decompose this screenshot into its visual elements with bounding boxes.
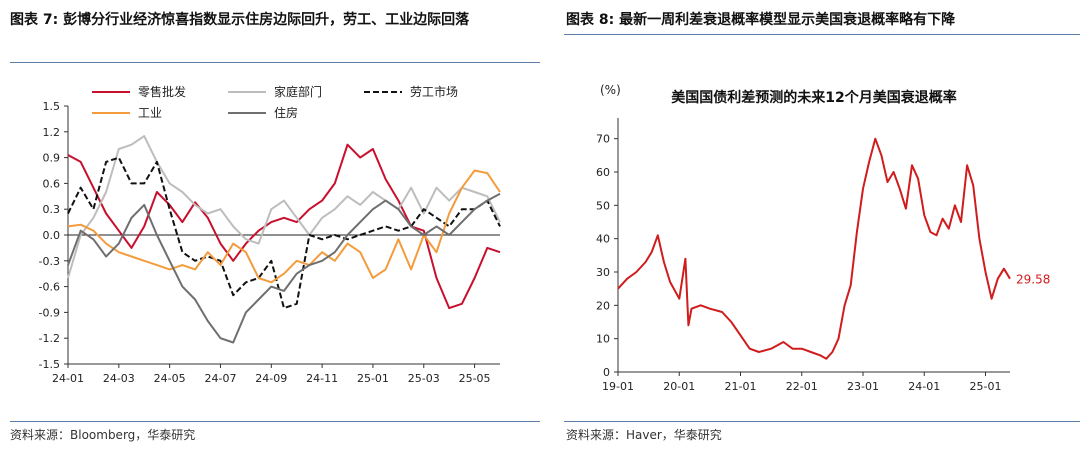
right-x-tick-label: 20-01 <box>663 380 695 393</box>
right-source: 资料来源：Haver，华泰研究 <box>566 428 722 442</box>
right-chart: (%) 美国国债利差预测的未来12个月美国衰退概率 0 10 20 30 40 50 60 70 1… <box>596 83 1050 393</box>
right-y-tick-label: 30 <box>596 266 610 279</box>
left-legend-label: 零售批发 <box>138 84 186 99</box>
left-source: 资料来源：Bloomberg，华泰研究 <box>10 428 196 442</box>
left-x-tick-label: 24-03 <box>103 372 135 385</box>
right-last-value-label: 29.58 <box>1016 273 1050 287</box>
left-x-tick-label: 24-07 <box>204 372 236 385</box>
right-x-tick-label: 19-01 <box>602 380 634 393</box>
left-source-rule <box>10 421 540 422</box>
right-y-tick-label: 60 <box>596 166 610 179</box>
left-y-tick-label: 0.3 <box>43 203 61 216</box>
left-x-tick-label: 24-05 <box>154 372 186 385</box>
left-title-rule <box>10 62 540 63</box>
left-y-tick-label: 0.6 <box>43 177 61 190</box>
right-x-tick-label: 22-01 <box>786 380 818 393</box>
right-y-tick-label: 10 <box>596 333 610 346</box>
right-series-line <box>617 137 1011 360</box>
left-legend-label: 工业 <box>138 106 162 120</box>
left-y-tick-label: 1.5 <box>43 100 61 113</box>
left-legend-label: 劳工市场 <box>410 84 458 99</box>
left-y-tick-label: 0.9 <box>43 152 61 165</box>
right-chart-title: 美国国债利差预测的未来12个月美国衰退概率 <box>671 89 956 106</box>
left-x-tick-label: 24-01 <box>52 372 84 385</box>
right-y-tick-label: 0 <box>603 366 610 379</box>
left-y-tick-label: -0.9 <box>39 306 60 319</box>
left-x-tick-label: 25-01 <box>357 372 389 385</box>
right-x-tick-label: 25-01 <box>970 380 1002 393</box>
left-y-tick-label: -1.2 <box>39 332 60 345</box>
left-y-tick-label: -0.6 <box>39 281 60 294</box>
left-legend-label: 住房 <box>274 105 298 120</box>
left-x-tick-label: 24-09 <box>255 372 287 385</box>
left-series-line <box>67 192 501 344</box>
left-series-line <box>67 156 501 310</box>
right-x-tick-label: 23-01 <box>847 380 879 393</box>
left-series-line <box>67 135 501 279</box>
right-x-tick-label: 21-01 <box>725 380 757 393</box>
right-y-tick-label: 70 <box>596 133 610 146</box>
right-y-tick-label: 20 <box>596 299 610 312</box>
right-y-tick-label: 40 <box>596 233 610 246</box>
left-y-tick-label: 0.0 <box>43 229 61 242</box>
left-y-tick-label: -1.5 <box>39 358 60 371</box>
left-x-tick-label: 24-11 <box>306 372 338 385</box>
left-x-tick-label: 25-03 <box>408 372 440 385</box>
right-figure-title: 图表 8: 最新一周利差衰退概率模型显示美国衰退概率略有下降 <box>566 12 956 28</box>
right-x-tick-label: 24-01 <box>908 380 940 393</box>
left-y-tick-label: 1.2 <box>43 126 61 139</box>
left-series-line <box>67 169 501 284</box>
right-title-rule <box>564 34 1080 35</box>
left-y-tick-label: -0.3 <box>39 255 60 268</box>
left-x-tick-label: 25-05 <box>459 372 491 385</box>
right-unit-label: (%) <box>600 83 621 97</box>
right-source-rule <box>564 421 1080 422</box>
left-figure-title: 图表 7: 彭博分行业经济惊喜指数显示住房边际回升，劳工、工业边际回落 <box>10 12 470 28</box>
left-legend-label: 家庭部门 <box>274 84 322 99</box>
left-series-line <box>67 143 501 310</box>
right-y-tick-label: 50 <box>596 199 610 212</box>
left-chart: 1.51.20.90.60.30.0-0.3-0.6-0.9-1.2-1.524… <box>39 84 501 385</box>
